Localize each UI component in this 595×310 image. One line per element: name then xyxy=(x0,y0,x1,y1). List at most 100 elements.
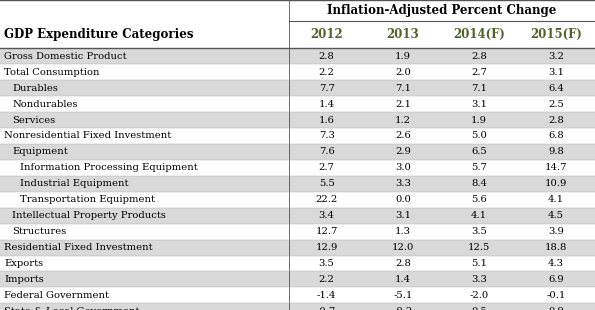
Text: Equipment: Equipment xyxy=(12,148,68,157)
Text: Intellectual Property Products: Intellectual Property Products xyxy=(12,211,166,220)
Bar xyxy=(0,96,595,112)
Bar xyxy=(0,128,595,144)
Text: Imports: Imports xyxy=(4,275,44,284)
Bar xyxy=(0,208,595,224)
Text: 7.7: 7.7 xyxy=(319,84,334,93)
Text: 1.3: 1.3 xyxy=(395,227,411,236)
Text: 2.6: 2.6 xyxy=(395,131,411,140)
Text: -0.1: -0.1 xyxy=(546,291,566,300)
Text: 6.4: 6.4 xyxy=(548,84,564,93)
Text: 2.8: 2.8 xyxy=(471,52,487,61)
Text: 1.4: 1.4 xyxy=(318,100,335,108)
Text: 2014(F): 2014(F) xyxy=(453,28,505,41)
Text: 4.1: 4.1 xyxy=(471,211,487,220)
Text: 2.8: 2.8 xyxy=(319,52,334,61)
Text: 9.8: 9.8 xyxy=(548,148,564,157)
Text: 7.1: 7.1 xyxy=(471,84,487,93)
Text: 2.8: 2.8 xyxy=(395,259,411,268)
Text: Durables: Durables xyxy=(12,84,58,93)
Text: 0.0: 0.0 xyxy=(395,195,411,204)
Text: 2.8: 2.8 xyxy=(548,116,564,125)
Text: 2.7: 2.7 xyxy=(319,163,334,172)
Text: 2.7: 2.7 xyxy=(471,68,487,77)
Bar xyxy=(0,0,595,21)
Text: 6.8: 6.8 xyxy=(548,131,564,140)
Bar xyxy=(0,21,595,48)
Text: 3.3: 3.3 xyxy=(471,275,487,284)
Bar xyxy=(0,272,595,287)
Text: 12.5: 12.5 xyxy=(468,243,490,252)
Text: -1.4: -1.4 xyxy=(317,291,336,300)
Text: 2.2: 2.2 xyxy=(319,275,334,284)
Text: 1.4: 1.4 xyxy=(394,275,411,284)
Bar xyxy=(0,144,595,160)
Text: 5.1: 5.1 xyxy=(471,259,487,268)
Bar xyxy=(0,224,595,240)
Text: State & Local Government: State & Local Government xyxy=(4,307,140,310)
Text: 2.9: 2.9 xyxy=(395,148,411,157)
Bar xyxy=(0,240,595,255)
Text: Exports: Exports xyxy=(4,259,43,268)
Text: 2015(F): 2015(F) xyxy=(530,28,582,41)
Text: Transportation Equipment: Transportation Equipment xyxy=(20,195,155,204)
Text: GDP Expenditure Categories: GDP Expenditure Categories xyxy=(4,28,193,41)
Text: 1.2: 1.2 xyxy=(395,116,411,125)
Bar xyxy=(0,176,595,192)
Text: Total Consumption: Total Consumption xyxy=(4,68,100,77)
Text: 0.9: 0.9 xyxy=(548,307,564,310)
Text: 1.9: 1.9 xyxy=(395,52,411,61)
Text: 12.0: 12.0 xyxy=(392,243,414,252)
Text: -0.7: -0.7 xyxy=(317,307,336,310)
Text: -0.2: -0.2 xyxy=(393,307,412,310)
Text: Structures: Structures xyxy=(12,227,67,236)
Text: 1.9: 1.9 xyxy=(471,116,487,125)
Text: 2.5: 2.5 xyxy=(548,100,564,108)
Text: 1.6: 1.6 xyxy=(319,116,334,125)
Bar xyxy=(0,112,595,128)
Text: 3.1: 3.1 xyxy=(471,100,487,108)
Text: 2.1: 2.1 xyxy=(395,100,411,108)
Text: Residential Fixed Investment: Residential Fixed Investment xyxy=(4,243,153,252)
Text: 3.5: 3.5 xyxy=(319,259,334,268)
Text: 12.9: 12.9 xyxy=(315,243,338,252)
Bar xyxy=(0,192,595,208)
Text: -2.0: -2.0 xyxy=(469,291,488,300)
Text: 3.3: 3.3 xyxy=(395,179,411,188)
Text: 2012: 2012 xyxy=(310,28,343,41)
Text: 3.9: 3.9 xyxy=(548,227,564,236)
Bar xyxy=(0,64,595,80)
Text: Services: Services xyxy=(12,116,55,125)
Text: 5.5: 5.5 xyxy=(319,179,334,188)
Text: 10.9: 10.9 xyxy=(545,179,567,188)
Text: 2013: 2013 xyxy=(386,28,419,41)
Text: 7.1: 7.1 xyxy=(395,84,411,93)
Text: 5.7: 5.7 xyxy=(471,163,487,172)
Text: 3.1: 3.1 xyxy=(548,68,564,77)
Text: 5.6: 5.6 xyxy=(471,195,487,204)
Text: 4.5: 4.5 xyxy=(548,211,564,220)
Text: 3.2: 3.2 xyxy=(548,52,564,61)
Text: 5.0: 5.0 xyxy=(471,131,487,140)
Text: 3.0: 3.0 xyxy=(395,163,411,172)
Text: 2.2: 2.2 xyxy=(319,68,334,77)
Bar xyxy=(0,287,595,303)
Text: 0.5: 0.5 xyxy=(471,307,487,310)
Bar xyxy=(0,303,595,310)
Text: 12.7: 12.7 xyxy=(315,227,338,236)
Text: Information Processing Equipment: Information Processing Equipment xyxy=(20,163,198,172)
Bar xyxy=(0,160,595,176)
Text: Nondurables: Nondurables xyxy=(12,100,78,108)
Text: Federal Government: Federal Government xyxy=(4,291,109,300)
Text: 7.6: 7.6 xyxy=(319,148,334,157)
Text: Gross Domestic Product: Gross Domestic Product xyxy=(4,52,127,61)
Text: 4.3: 4.3 xyxy=(548,259,564,268)
Text: -5.1: -5.1 xyxy=(393,291,412,300)
Text: 6.9: 6.9 xyxy=(548,275,564,284)
Bar xyxy=(0,80,595,96)
Text: 8.4: 8.4 xyxy=(471,179,487,188)
Text: 3.1: 3.1 xyxy=(395,211,411,220)
Text: 14.7: 14.7 xyxy=(545,163,567,172)
Text: 7.3: 7.3 xyxy=(319,131,334,140)
Text: Industrial Equipment: Industrial Equipment xyxy=(20,179,129,188)
Text: 4.1: 4.1 xyxy=(548,195,564,204)
